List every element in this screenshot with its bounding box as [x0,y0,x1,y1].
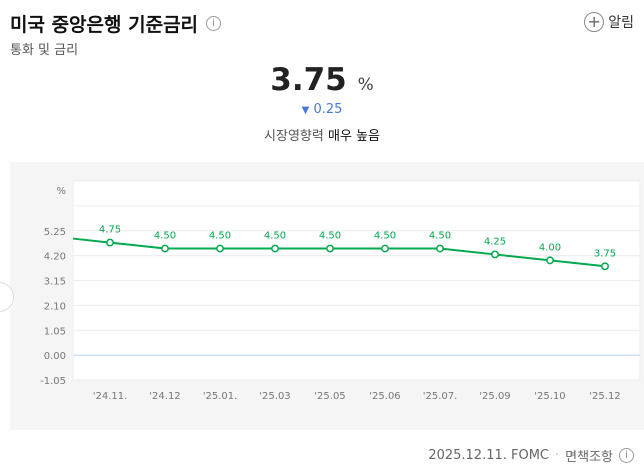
footer-date: 2025.12.11. FOMC [428,448,550,463]
data-point [106,238,114,247]
x-tick-label: '24.12 [149,391,180,402]
market-impact: 시장영향력 매우 높음 [0,125,644,144]
x-tick-label: '25.09 [479,391,510,402]
rate-value: 3.75 [270,62,347,98]
x-tick-label: '25.03 [259,391,290,402]
data-label: 4.50 [209,231,231,242]
x-tick-label: '24.11. [93,391,128,402]
data-label: 4.50 [374,231,396,242]
impact-value: 매우 높음 [327,129,380,144]
data-label: 4.50 [154,231,176,242]
y-tick-label: 1.05 [44,326,66,337]
triangle-down-icon: ▼ [301,105,310,116]
data-label: 4.50 [319,231,341,242]
data-point [271,244,279,253]
data-point [326,244,334,253]
data-point [216,244,224,253]
data-point [491,250,499,259]
data-point [546,256,554,265]
data-label: 4.00 [539,242,561,253]
plus-icon: + [584,12,605,32]
data-point [381,244,389,253]
y-tick-label: 0.00 [44,351,66,362]
y-tick-label: 2.10 [44,301,66,312]
alarm-button[interactable]: + 알림 [584,12,634,32]
rate-unit: % [357,75,374,95]
y-tick-label: 3.15 [44,277,66,288]
subtitle: 통화 및 금리 [10,43,79,58]
title-text: 미국 중앙은행 기준금리 [10,14,199,36]
footer: 2025.12.11. FOMC · 면책조항 i [428,446,634,465]
info-icon[interactable]: i [619,448,634,463]
x-tick-label: '25.10 [534,391,565,402]
x-tick-label: '25.07. [423,391,458,402]
data-label: 4.50 [429,231,451,242]
alarm-label: 알림 [608,15,634,31]
impact-label: 시장영향력 [264,129,324,144]
data-label: 4.50 [264,231,286,242]
data-point [601,262,609,271]
current-rate: 3.75 % [0,62,644,98]
x-tick-label: '25.01. [203,391,238,402]
y-axis-unit: % [56,186,66,197]
data-label: 4.25 [484,236,506,247]
data-label: 4.75 [99,225,121,236]
page-title: 미국 중앙은행 기준금리 i [10,10,222,37]
y-tick-label: -1.05 [40,376,66,387]
rate-change: ▼ 0.25 [0,102,644,117]
disclaimer-link[interactable]: 면책조항 [565,450,613,465]
x-tick-label: '25.06 [369,391,400,402]
data-point [436,244,444,253]
data-label: 3.75 [594,248,616,259]
separator: · [555,448,560,463]
x-tick-label: '25.05 [314,391,345,402]
y-tick-label: 4.20 [44,252,66,263]
change-value: 0.25 [313,102,343,117]
info-icon[interactable]: i [206,16,222,31]
data-point [161,244,169,253]
x-tick-label: '25.12 [589,391,620,402]
y-tick-label: 5.25 [44,227,66,238]
